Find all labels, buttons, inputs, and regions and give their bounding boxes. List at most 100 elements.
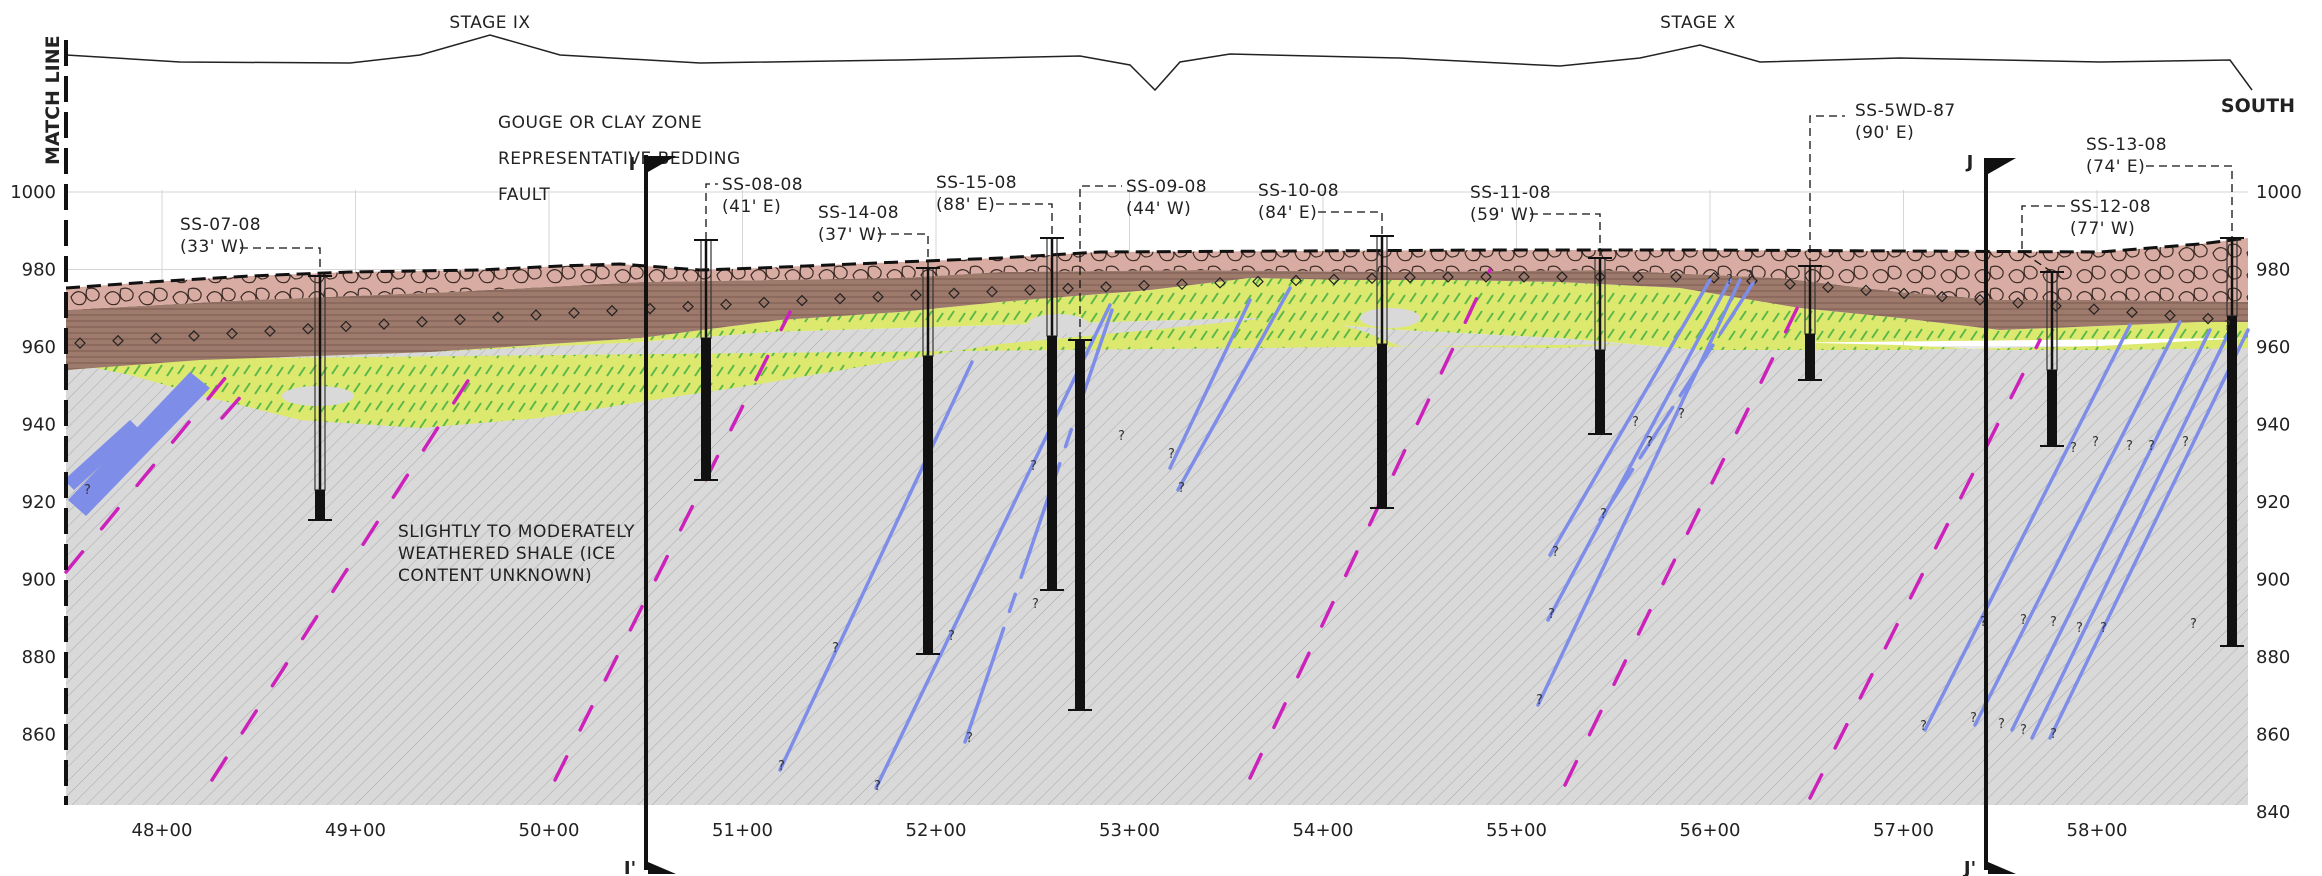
diamond-marker: [948, 287, 960, 300]
marker-i-bottom: I': [624, 858, 636, 876]
diamond-marker: [492, 311, 504, 324]
question-mark: ?: [2050, 727, 2057, 742]
question-mark: ?: [874, 779, 881, 794]
question-mark: ?: [2050, 615, 2057, 630]
question-mark: ?: [1746, 269, 1753, 284]
borehole-core: [315, 490, 325, 520]
diamond-marker: [1708, 271, 1720, 284]
question-mark: ?: [1970, 711, 1977, 726]
diamond-marker: [758, 296, 770, 309]
station-tick-label: 49+00: [325, 820, 386, 841]
diamond-marker: [1632, 271, 1644, 283]
station-tick-label: 51+00: [712, 820, 773, 841]
borehole-name: SS-5WD-87: [1855, 101, 1956, 121]
question-mark: ?: [84, 483, 91, 498]
section-marker-i: I I': [624, 154, 676, 876]
diamond-marker: [1404, 271, 1416, 284]
question-mark: ?: [1600, 507, 1607, 522]
question-mark: ?: [2224, 319, 2231, 334]
diamond-marker: [1442, 271, 1454, 283]
elevation-tick-label: 980: [22, 260, 56, 281]
diamond-marker: [1556, 271, 1568, 283]
borehole-ss-08-08: SS-08-08(41' E): [694, 175, 803, 481]
annotation-line-3: CONTENT UNKNOWN): [398, 566, 592, 586]
diamond-marker: [682, 300, 694, 313]
borehole-offset: (41' E): [722, 197, 781, 217]
marker-j-bottom: J': [1962, 858, 1976, 876]
borehole-name: SS-08-08: [722, 175, 803, 195]
diamond-marker: [2202, 312, 2214, 325]
question-mark: ?: [2092, 435, 2099, 450]
diamond-marker: [1290, 274, 1302, 287]
diamond-marker: [910, 289, 922, 301]
diamond-marker: [2126, 306, 2138, 319]
diamond-marker: [150, 332, 162, 345]
question-mark: ?: [2076, 621, 2083, 636]
question-mark: ?: [966, 731, 973, 746]
borehole-offset: (74' E): [2086, 157, 2145, 177]
borehole-name: SS-14-08: [818, 203, 899, 223]
diamond-marker: [74, 337, 86, 349]
marker-j-top: J: [1965, 152, 1974, 173]
diamond-marker: [1822, 281, 1834, 294]
borehole-ss-10-08: SS-10-08(84' E): [1258, 181, 1394, 509]
elevation-tick-label: 900: [22, 570, 56, 591]
question-mark: ?: [1998, 717, 2005, 732]
question-mark: ?: [2070, 441, 2077, 456]
borehole-offset: (44' W): [1126, 199, 1191, 219]
diamond-marker: [1252, 275, 1264, 288]
borehole-ss-07-08: SS-07-08(33' W): [180, 215, 332, 521]
question-mark: ?: [2100, 621, 2107, 636]
marker-i-top: I: [629, 154, 636, 175]
borehole-leader: [240, 247, 321, 276]
elevation-tick-label: 860: [22, 725, 56, 746]
elevation-tick-label: 920: [22, 492, 56, 513]
question-mark: ?: [2182, 435, 2189, 450]
borehole-name: SS-09-08: [1126, 177, 1207, 197]
diamond-marker: [378, 318, 390, 330]
diamond-marker: [1898, 287, 1910, 300]
diamond-marker: [1062, 282, 1074, 295]
strata: [65, 236, 2249, 805]
question-mark: ?: [1118, 429, 1125, 444]
lens: [1028, 314, 1088, 334]
question-mark: ?: [1678, 407, 1685, 422]
elevation-axis-right: 1000 980 960 940 920 900 880 860 840: [2256, 182, 2302, 823]
station-tick-label: 50+00: [519, 820, 580, 841]
borehole-leader: [1318, 211, 1383, 236]
diamond-marker: [986, 285, 998, 298]
question-mark: ?: [948, 629, 955, 644]
question-mark: ?: [1030, 459, 1037, 474]
question-mark: ?: [1178, 481, 1185, 496]
diamond-marker: [1518, 271, 1530, 283]
borehole-ss-11-08: SS-11-08(59' W): [1470, 183, 1612, 435]
borehole-leader: [2021, 205, 2070, 273]
elevation-tick-label: 880: [2256, 647, 2290, 668]
question-mark: ?: [832, 641, 839, 656]
borehole-leader: [2146, 165, 2233, 238]
diamond-marker: [606, 304, 618, 317]
station-tick-label: 56+00: [1680, 820, 1741, 841]
diamond-marker: [2164, 309, 2176, 322]
direction-label: SOUTH: [2221, 95, 2295, 117]
borehole-leader: [1079, 185, 1122, 340]
borehole-leader: [1809, 115, 1845, 266]
station-tick-label: 48+00: [132, 820, 193, 841]
question-mark: ?: [1536, 693, 1543, 708]
lens: [1360, 308, 1420, 328]
diamond-marker: [872, 290, 884, 303]
borehole-offset: (33' W): [180, 237, 245, 257]
borehole-offset: (84' E): [1258, 203, 1317, 223]
diamond-marker: [454, 313, 466, 326]
diamond-marker: [1936, 290, 1948, 303]
borehole-name: SS-13-08: [2086, 135, 2167, 155]
stage-x-label: STAGE X: [1660, 13, 1736, 33]
borehole-name: SS-15-08: [936, 173, 1017, 193]
station-tick-label: 53+00: [1099, 820, 1160, 841]
diamond-marker: [226, 327, 238, 340]
question-mark: ?: [2126, 439, 2133, 454]
borehole-ss-13-08: SS-13-08(74' E): [2086, 135, 2244, 647]
legend-fault: FAULT: [498, 185, 550, 205]
borehole-ss-5wd-87: SS-5WD-87(90' E): [1798, 101, 1956, 381]
ground-surface: [65, 236, 2249, 290]
